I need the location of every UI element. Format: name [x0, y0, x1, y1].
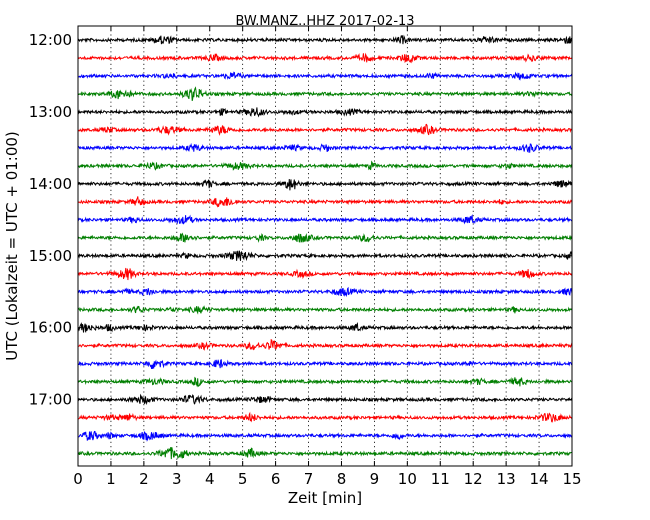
- x-tick-label: 14: [530, 470, 549, 488]
- seismogram-trace-1300: [77, 107, 573, 118]
- seismogram-trace-1215: [77, 52, 573, 64]
- trace-group: [77, 34, 573, 460]
- seismogram-trace-1545: [77, 305, 573, 315]
- x-tick-label: 11: [431, 470, 450, 488]
- seismogram-trace-1615: [77, 338, 573, 351]
- x-tick-label: 1: [106, 470, 116, 488]
- y-axis-ticks: 12:00 13:00 14:00 15:00 16:00 17:00: [29, 31, 572, 409]
- seismogram-trace-1530: [77, 286, 573, 298]
- seismogram-trace-1330: [77, 142, 573, 154]
- chart-title: BW.MANZ..HHZ 2017-02-13: [235, 14, 414, 29]
- seismogram-trace-1745: [77, 446, 573, 460]
- seismogram-trace-1200: [77, 34, 573, 45]
- y-tick-label: 14:00: [29, 175, 72, 193]
- seismogram-trace-1315: [77, 123, 573, 136]
- seismogram-trace-1245: [77, 86, 573, 101]
- x-tick-label: 3: [172, 470, 182, 488]
- x-axis-label: Zeit [min]: [288, 489, 362, 507]
- seismogram-trace-1700: [77, 393, 573, 406]
- seismogram-trace-1630: [77, 359, 573, 370]
- seismogram-trace-1600: [77, 322, 573, 333]
- x-tick-label: 4: [205, 470, 215, 488]
- x-tick-label: 5: [238, 470, 248, 488]
- seismogram-trace-1500: [77, 250, 573, 262]
- seismogram-trace-1400: [77, 179, 573, 191]
- y-tick-label: 16:00: [29, 319, 72, 337]
- x-tick-label: 10: [398, 470, 417, 488]
- y-tick-label: 13:00: [29, 103, 72, 121]
- x-tick-label: 9: [370, 470, 380, 488]
- seismogram-trace-1430: [77, 213, 573, 225]
- x-tick-label: 8: [337, 470, 347, 488]
- x-tick-label: 2: [139, 470, 149, 488]
- seismogram-trace-1230: [77, 71, 573, 81]
- seismogram-trace-1715: [77, 411, 573, 423]
- x-tick-label: 7: [304, 470, 314, 488]
- y-tick-label: 15:00: [29, 247, 72, 265]
- seismogram-trace-1445: [77, 232, 573, 243]
- seismogram-trace-1645: [77, 376, 573, 388]
- x-axis-ticks: 0 1 2 3 4 5 6 7 8 9 10 11 12 13 14 15: [73, 26, 582, 488]
- x-tick-label: 12: [464, 470, 483, 488]
- seismogram-trace-1415: [77, 196, 573, 208]
- x-tick-label: 13: [497, 470, 516, 488]
- y-tick-label: 12:00: [29, 31, 72, 49]
- seismogram-trace-1730: [77, 430, 573, 442]
- plot-frame: [77, 25, 573, 467]
- seismogram-trace-1345: [77, 160, 573, 171]
- y-axis-label: UTC (Lokalzeit = UTC + 01:00): [3, 131, 21, 361]
- x-tick-label: 6: [271, 470, 281, 488]
- seismogram-trace-1515: [77, 267, 573, 281]
- x-tick-label: 15: [562, 470, 581, 488]
- x-tick-label: 0: [73, 470, 83, 488]
- y-tick-label: 17:00: [29, 391, 72, 409]
